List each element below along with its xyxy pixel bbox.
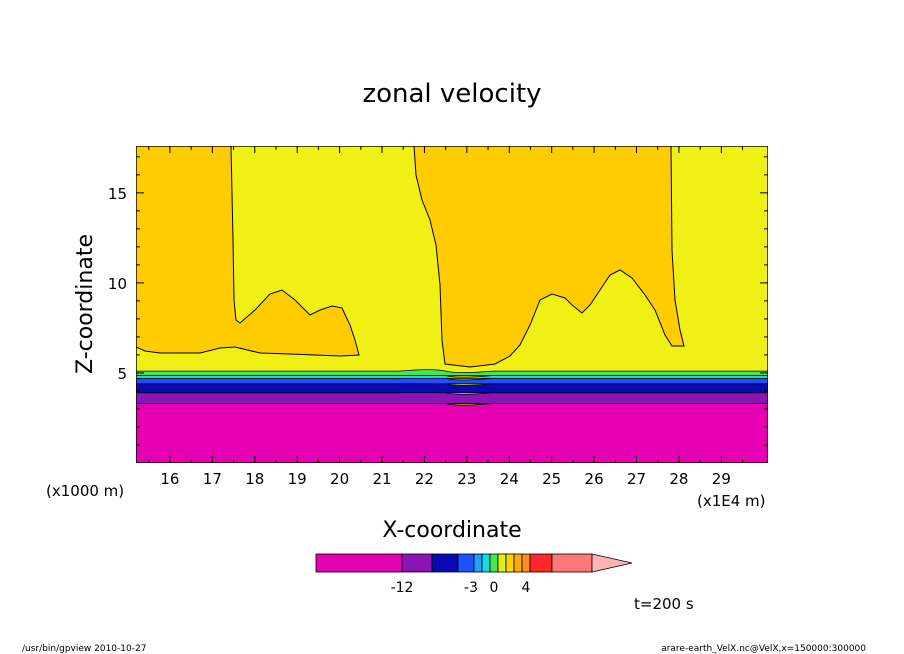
- x-tick-label-3: 19: [288, 470, 307, 488]
- axes: 16 17 18 19 20 21 22 23 24 25 26 27 28 29 5 10 15: [108, 146, 768, 488]
- cb-seg-9: [513, 553, 523, 573]
- band-0: [136, 401, 768, 463]
- x-unit-left: (x1000 m): [46, 482, 124, 500]
- x-tick-label-5: 21: [372, 470, 391, 488]
- cb-seg-7: [497, 553, 507, 573]
- cb-label-3: 4: [522, 580, 531, 596]
- x-tick-label-11: 27: [627, 470, 646, 488]
- cb-label-0: -12: [391, 580, 414, 596]
- x-tick-label-1: 17: [203, 470, 222, 488]
- cb-label-2: 0: [490, 580, 499, 596]
- orange-region-left: [136, 146, 360, 357]
- colorbar: [315, 553, 633, 573]
- cb-seg-0: [315, 553, 403, 573]
- footer-right: arare-earth_VelX.nc@VelX,x=150000:300000: [661, 644, 866, 654]
- orange-region-right: [413, 146, 685, 368]
- footer-left: /usr/bin/gpview 2010-10-27: [22, 644, 146, 654]
- cb-seg-10: [521, 553, 531, 573]
- cb-seg-2: [431, 553, 459, 573]
- time-label: t=200 s: [634, 595, 694, 613]
- cb-arrow: [591, 553, 633, 573]
- x-tick-label-4: 20: [330, 470, 349, 488]
- y-axis-label: Z-coordinate: [73, 234, 98, 374]
- x-tick-label-12: 28: [669, 470, 688, 488]
- cb-label-1: -3: [464, 580, 478, 596]
- cb-seg-8: [505, 553, 515, 573]
- y-tick-label-1: 10: [108, 275, 127, 293]
- bands-group: [136, 369, 768, 463]
- cb-seg-6: [489, 553, 499, 573]
- x-axis-label: X-coordinate: [382, 518, 521, 543]
- plot-area: [136, 146, 768, 463]
- cb-seg-11: [529, 553, 553, 573]
- y-tick-label-0: 5: [117, 365, 127, 383]
- x-tick-label-7: 23: [457, 470, 476, 488]
- x-tick-label-13: 29: [712, 470, 731, 488]
- x-unit-right: (x1E4 m): [697, 492, 766, 510]
- cb-seg-4: [473, 553, 483, 573]
- cb-seg-5: [481, 553, 491, 573]
- x-tick-label-8: 24: [500, 470, 519, 488]
- cb-seg-3: [457, 553, 475, 573]
- cb-seg-12: [551, 553, 593, 573]
- x-tick-label-0: 16: [160, 470, 179, 488]
- x-tick-label-9: 25: [542, 470, 561, 488]
- chart-title: zonal velocity: [362, 79, 541, 109]
- x-tick-label-10: 26: [585, 470, 604, 488]
- band-5: [136, 369, 768, 377]
- x-tick-label-2: 18: [245, 470, 264, 488]
- cb-seg-1: [401, 553, 433, 573]
- y-tick-label-2: 15: [108, 185, 127, 203]
- x-tick-label-6: 22: [415, 470, 434, 488]
